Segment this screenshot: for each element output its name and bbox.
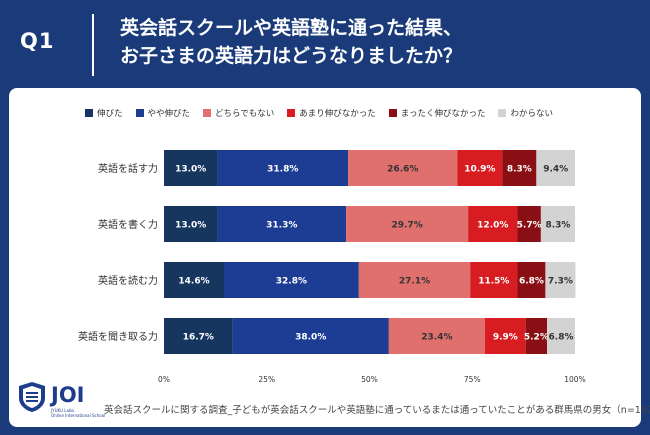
bar-segment — [388, 318, 485, 354]
logo-sub-line-2: Online International School — [51, 413, 106, 418]
legend-item: まったく伸びなかった — [388, 107, 486, 119]
category-label: 英語を話す力 — [98, 162, 158, 175]
data-label: 27.1% — [399, 277, 430, 287]
data-label: 8.3% — [545, 221, 570, 231]
data-label: 23.4% — [421, 333, 452, 343]
question-title: 英会話スクールや英語塾に通った結果、 お子さまの英語力はどうなりましたか？ — [120, 14, 640, 70]
data-label: 6.8% — [549, 333, 574, 343]
data-label: 14.6% — [178, 277, 209, 287]
category-label: 英語を読む力 — [98, 274, 158, 287]
category-label: 英語を書く力 — [98, 218, 158, 231]
bar-segment — [164, 318, 233, 354]
data-label: 11.5% — [478, 277, 509, 287]
bar-segment — [217, 206, 347, 242]
survey-note: 英会話スクールに関する調査_子どもが英会話スクールや英語塾に通っているまたは通っ… — [104, 405, 650, 416]
header-divider — [92, 14, 94, 76]
bar-segment — [348, 150, 458, 186]
legend-label: あまり伸びなかった — [299, 109, 376, 119]
shield-icon — [19, 382, 45, 412]
legend-swatch — [85, 109, 93, 117]
data-label: 31.3% — [266, 221, 297, 231]
joi-logo: JOI JYUKU Labo. Online International Sch… — [17, 381, 107, 421]
legend-item: わからない — [498, 107, 553, 119]
data-label: 10.9% — [464, 165, 495, 175]
legend-item: 伸びた — [85, 107, 123, 119]
header: Q1 英会話スクールや英語塾に通った結果、 お子さまの英語力はどうなりましたか？ — [0, 0, 650, 88]
data-label: 13.0% — [175, 165, 206, 175]
data-label: 9.4% — [543, 165, 568, 175]
legend-swatch — [203, 109, 212, 117]
bar-segment — [164, 262, 225, 298]
legend-swatch — [287, 109, 296, 117]
bar-segment — [468, 206, 518, 242]
bar-segment — [517, 206, 541, 242]
data-label: 13.0% — [175, 221, 206, 231]
data-label: 7.3% — [548, 277, 573, 287]
legend-item: あまり伸びなかった — [287, 107, 376, 119]
data-label: 9.9% — [493, 333, 518, 343]
legend-swatch — [135, 109, 144, 117]
legend-item: どちらでもない — [203, 107, 274, 119]
data-label: 32.8% — [276, 277, 307, 287]
bar-segment — [470, 262, 518, 298]
bar-segment — [536, 150, 575, 186]
x-tick-label: 75% — [464, 375, 481, 384]
category-label: 英語を聞き取る力 — [78, 330, 158, 343]
legend-swatch — [498, 109, 507, 117]
question-number: Q1 — [20, 29, 55, 53]
logo-subtext: JYUKU Labo. Online International School — [51, 408, 105, 418]
data-label: 8.3% — [507, 165, 532, 175]
question-line-1: 英会話スクールや英語塾に通った結果、 — [120, 17, 463, 39]
bar-segment — [164, 150, 218, 186]
data-label: 29.7% — [391, 221, 422, 231]
chart-panel: 伸びた やや伸びた どちらでもない あまり伸びなかった まったく伸びなかった わからない … — [9, 88, 650, 427]
legend-label: わからない — [510, 109, 553, 119]
x-tick-label: 0% — [158, 375, 170, 384]
bar-segment — [232, 318, 389, 354]
bar-segment — [457, 150, 503, 186]
data-label: 5.2% — [524, 333, 549, 343]
bar-segment — [224, 262, 359, 298]
legend-label: 伸びた — [97, 109, 123, 119]
stacked-bar-chart: 英語を話す力 13.0% 31.8% 26.6% 10.9% 8.3% 9.4% 英語を書く力… — [78, 150, 586, 384]
data-label: 6.8% — [519, 277, 544, 287]
legend-label: どちらでもない — [215, 109, 275, 119]
data-label: 12.0% — [477, 221, 508, 231]
bar-segment — [484, 318, 526, 354]
bar-segment — [545, 262, 576, 298]
legend-item: やや伸びた — [135, 107, 191, 119]
data-label: 38.0% — [295, 333, 326, 343]
x-tick-label: 100% — [564, 375, 585, 384]
data-label: 16.7% — [183, 333, 214, 343]
x-tick-label: 25% — [258, 375, 275, 384]
bar-segment — [517, 262, 546, 298]
legend-swatch — [388, 109, 397, 117]
data-label: 31.8% — [267, 165, 298, 175]
bar-segment — [502, 150, 537, 186]
bar-segment — [540, 206, 575, 242]
logo-text: JOI — [51, 383, 85, 407]
legend-label: まったく伸びなかった — [400, 109, 486, 119]
logo-sub-line-1: JYUKU Labo. — [51, 408, 76, 413]
data-label: 26.6% — [387, 165, 418, 175]
bar-segment — [217, 150, 349, 186]
question-line-2: お子さまの英語力はどうなりましたか？ — [120, 45, 463, 67]
bar-segment — [164, 206, 218, 242]
legend-label: やや伸びた — [147, 109, 191, 119]
bar-segment — [525, 318, 548, 354]
bar-segment — [547, 318, 575, 354]
chart-legend: 伸びた やや伸びた どちらでもない あまり伸びなかった まったく伸びなかった わからない — [85, 106, 553, 120]
x-tick-label: 50% — [361, 375, 378, 384]
bar-segment — [346, 206, 469, 242]
bar-segment — [358, 262, 471, 298]
data-label: 5.7% — [517, 221, 542, 231]
